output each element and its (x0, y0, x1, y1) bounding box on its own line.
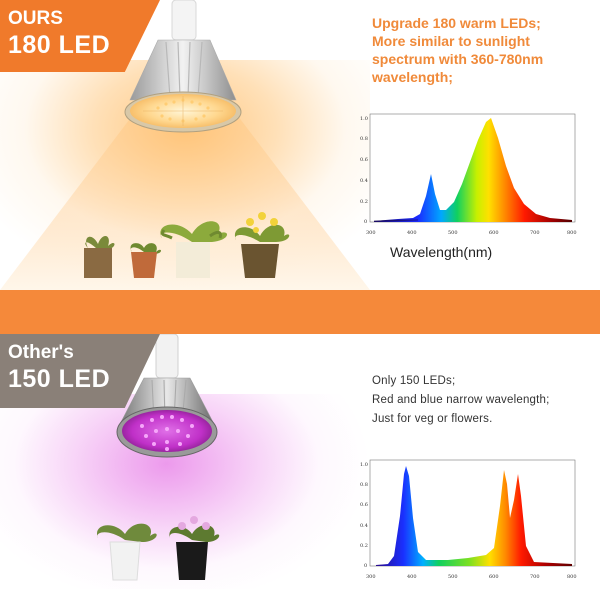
y-tick: 0.2 (360, 543, 368, 549)
ours-spectrum-chart: 1.0 0.8 0.6 0.4 0.2 0 300 400 500 600 70… (358, 110, 588, 240)
x-tick: 700 (530, 230, 540, 236)
x-tick: 700 (530, 574, 540, 580)
ours-headline-line: spectrum with 360-780nm (372, 51, 544, 67)
x-tick: 500 (448, 574, 458, 580)
ours-headline-line: Upgrade 180 warm LEDs; (372, 15, 541, 31)
x-axis-label: Wavelength(nm) (390, 244, 493, 260)
others-led-count: 150 LED (8, 365, 111, 393)
y-tick: 0.4 (360, 178, 368, 184)
potted-plant-icon (84, 235, 115, 278)
y-tick: 0.6 (360, 157, 368, 163)
others-spectrum-chart: 1.0 0.8 0.6 0.4 0.2 0 300 400 500 600 70… (358, 456, 588, 586)
y-tick: 1.0 (360, 116, 368, 122)
others-panel: Other's 150 LED Only 150 LEDs; Red and b… (0, 334, 600, 589)
led-bulb-purple-icon (116, 334, 218, 458)
x-tick: 800 (567, 230, 577, 236)
x-tick: 400 (407, 230, 417, 236)
ours-led-count: 180 LED (8, 31, 111, 59)
y-tick: 0.8 (360, 482, 368, 488)
others-badge-label: Other's (8, 342, 74, 363)
potted-plant-icon (96, 523, 157, 581)
y-axis-ticks: 1.0 0.8 0.6 0.4 0.2 0 (360, 462, 368, 569)
y-tick: 0.6 (360, 502, 368, 508)
ours-headline-line: wavelength; (372, 69, 453, 85)
others-info-line: Red and blue narrow wavelength; (372, 394, 550, 406)
x-tick: 800 (567, 574, 577, 580)
ours-panel: OURS 180 LED (0, 0, 600, 290)
ours-badge-label: OURS (8, 8, 63, 29)
y-tick: 0.2 (360, 199, 368, 205)
y-axis-ticks: 1.0 0.8 0.6 0.4 0.2 0 (360, 116, 368, 225)
ours-spectrum-curve (374, 118, 572, 222)
led-bulb-warm-icon (124, 0, 242, 133)
x-tick: 400 (407, 574, 417, 580)
x-tick: 600 (489, 230, 499, 236)
others-info-line: Just for veg or flowers. (372, 413, 493, 425)
x-tick: 300 (366, 574, 376, 580)
ours-headline: Upgrade 180 warm LEDs; More similar to s… (372, 14, 592, 86)
others-info-line: Only 150 LEDs; (372, 375, 456, 387)
others-spectrum-curve (376, 466, 572, 566)
potted-plant-icon (234, 212, 290, 278)
x-tick: 300 (366, 230, 376, 236)
x-tick: 500 (448, 230, 458, 236)
y-tick: 0 (364, 563, 367, 569)
y-tick: 0 (364, 219, 367, 225)
y-tick: 0.4 (360, 523, 368, 529)
potted-plant-icon (160, 221, 228, 278)
potted-plant-icon (169, 516, 220, 580)
x-tick: 600 (489, 574, 499, 580)
others-info: Only 150 LEDs; Red and blue narrow wavel… (372, 372, 597, 429)
x-axis-ticks: 300 400 500 600 700 800 (366, 574, 577, 580)
y-tick: 1.0 (360, 462, 368, 468)
x-axis-ticks: 300 400 500 600 700 800 (366, 230, 577, 236)
divider-bar (0, 290, 600, 334)
potted-plant-icon (130, 243, 161, 278)
y-tick: 0.8 (360, 136, 368, 142)
ours-headline-line: More similar to sunlight (372, 33, 530, 49)
